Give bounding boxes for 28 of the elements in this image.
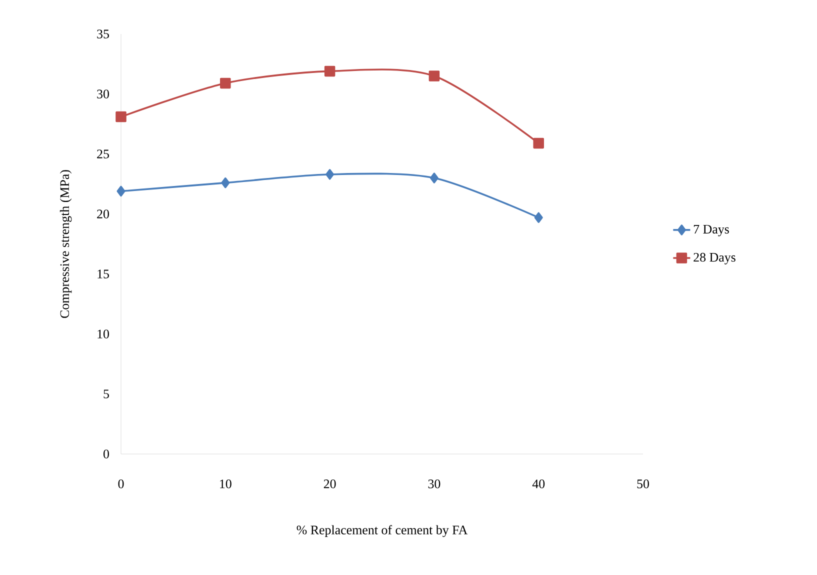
y-tick-label: 0 — [104, 450, 109, 458]
x-axis-title: % Replacement of cement by FA — [296, 525, 468, 538]
point — [326, 169, 334, 180]
x-tick-label: 10 — [220, 480, 232, 488]
y-tick-label: 20 — [97, 210, 109, 218]
y-tick-label: 25 — [97, 150, 109, 158]
y-tick-label: 35 — [97, 30, 109, 38]
y-tick-label: 5 — [104, 390, 109, 398]
x-tick-label: 20 — [324, 480, 336, 488]
y-axis-title: Compressive strength (MPa) — [60, 170, 72, 318]
point — [428, 70, 440, 82]
legend-label: 7 Days — [694, 224, 729, 236]
y-tick-label: 10 — [98, 330, 109, 338]
point — [221, 177, 230, 188]
point — [324, 66, 336, 77]
point — [533, 138, 544, 149]
point — [430, 172, 438, 184]
point — [116, 186, 126, 197]
point — [116, 111, 126, 122]
point — [220, 78, 231, 89]
x-tick-label: 40 — [532, 480, 545, 488]
x-tick-label: 0 — [118, 480, 124, 488]
y-tick-label: 15 — [98, 270, 109, 278]
x-tick-label: 30 — [428, 480, 440, 488]
x-tick-label: 50 — [637, 480, 649, 488]
point — [534, 212, 543, 223]
y-tick-label: 30 — [97, 90, 109, 98]
legend-label: 28 Days — [694, 252, 736, 264]
